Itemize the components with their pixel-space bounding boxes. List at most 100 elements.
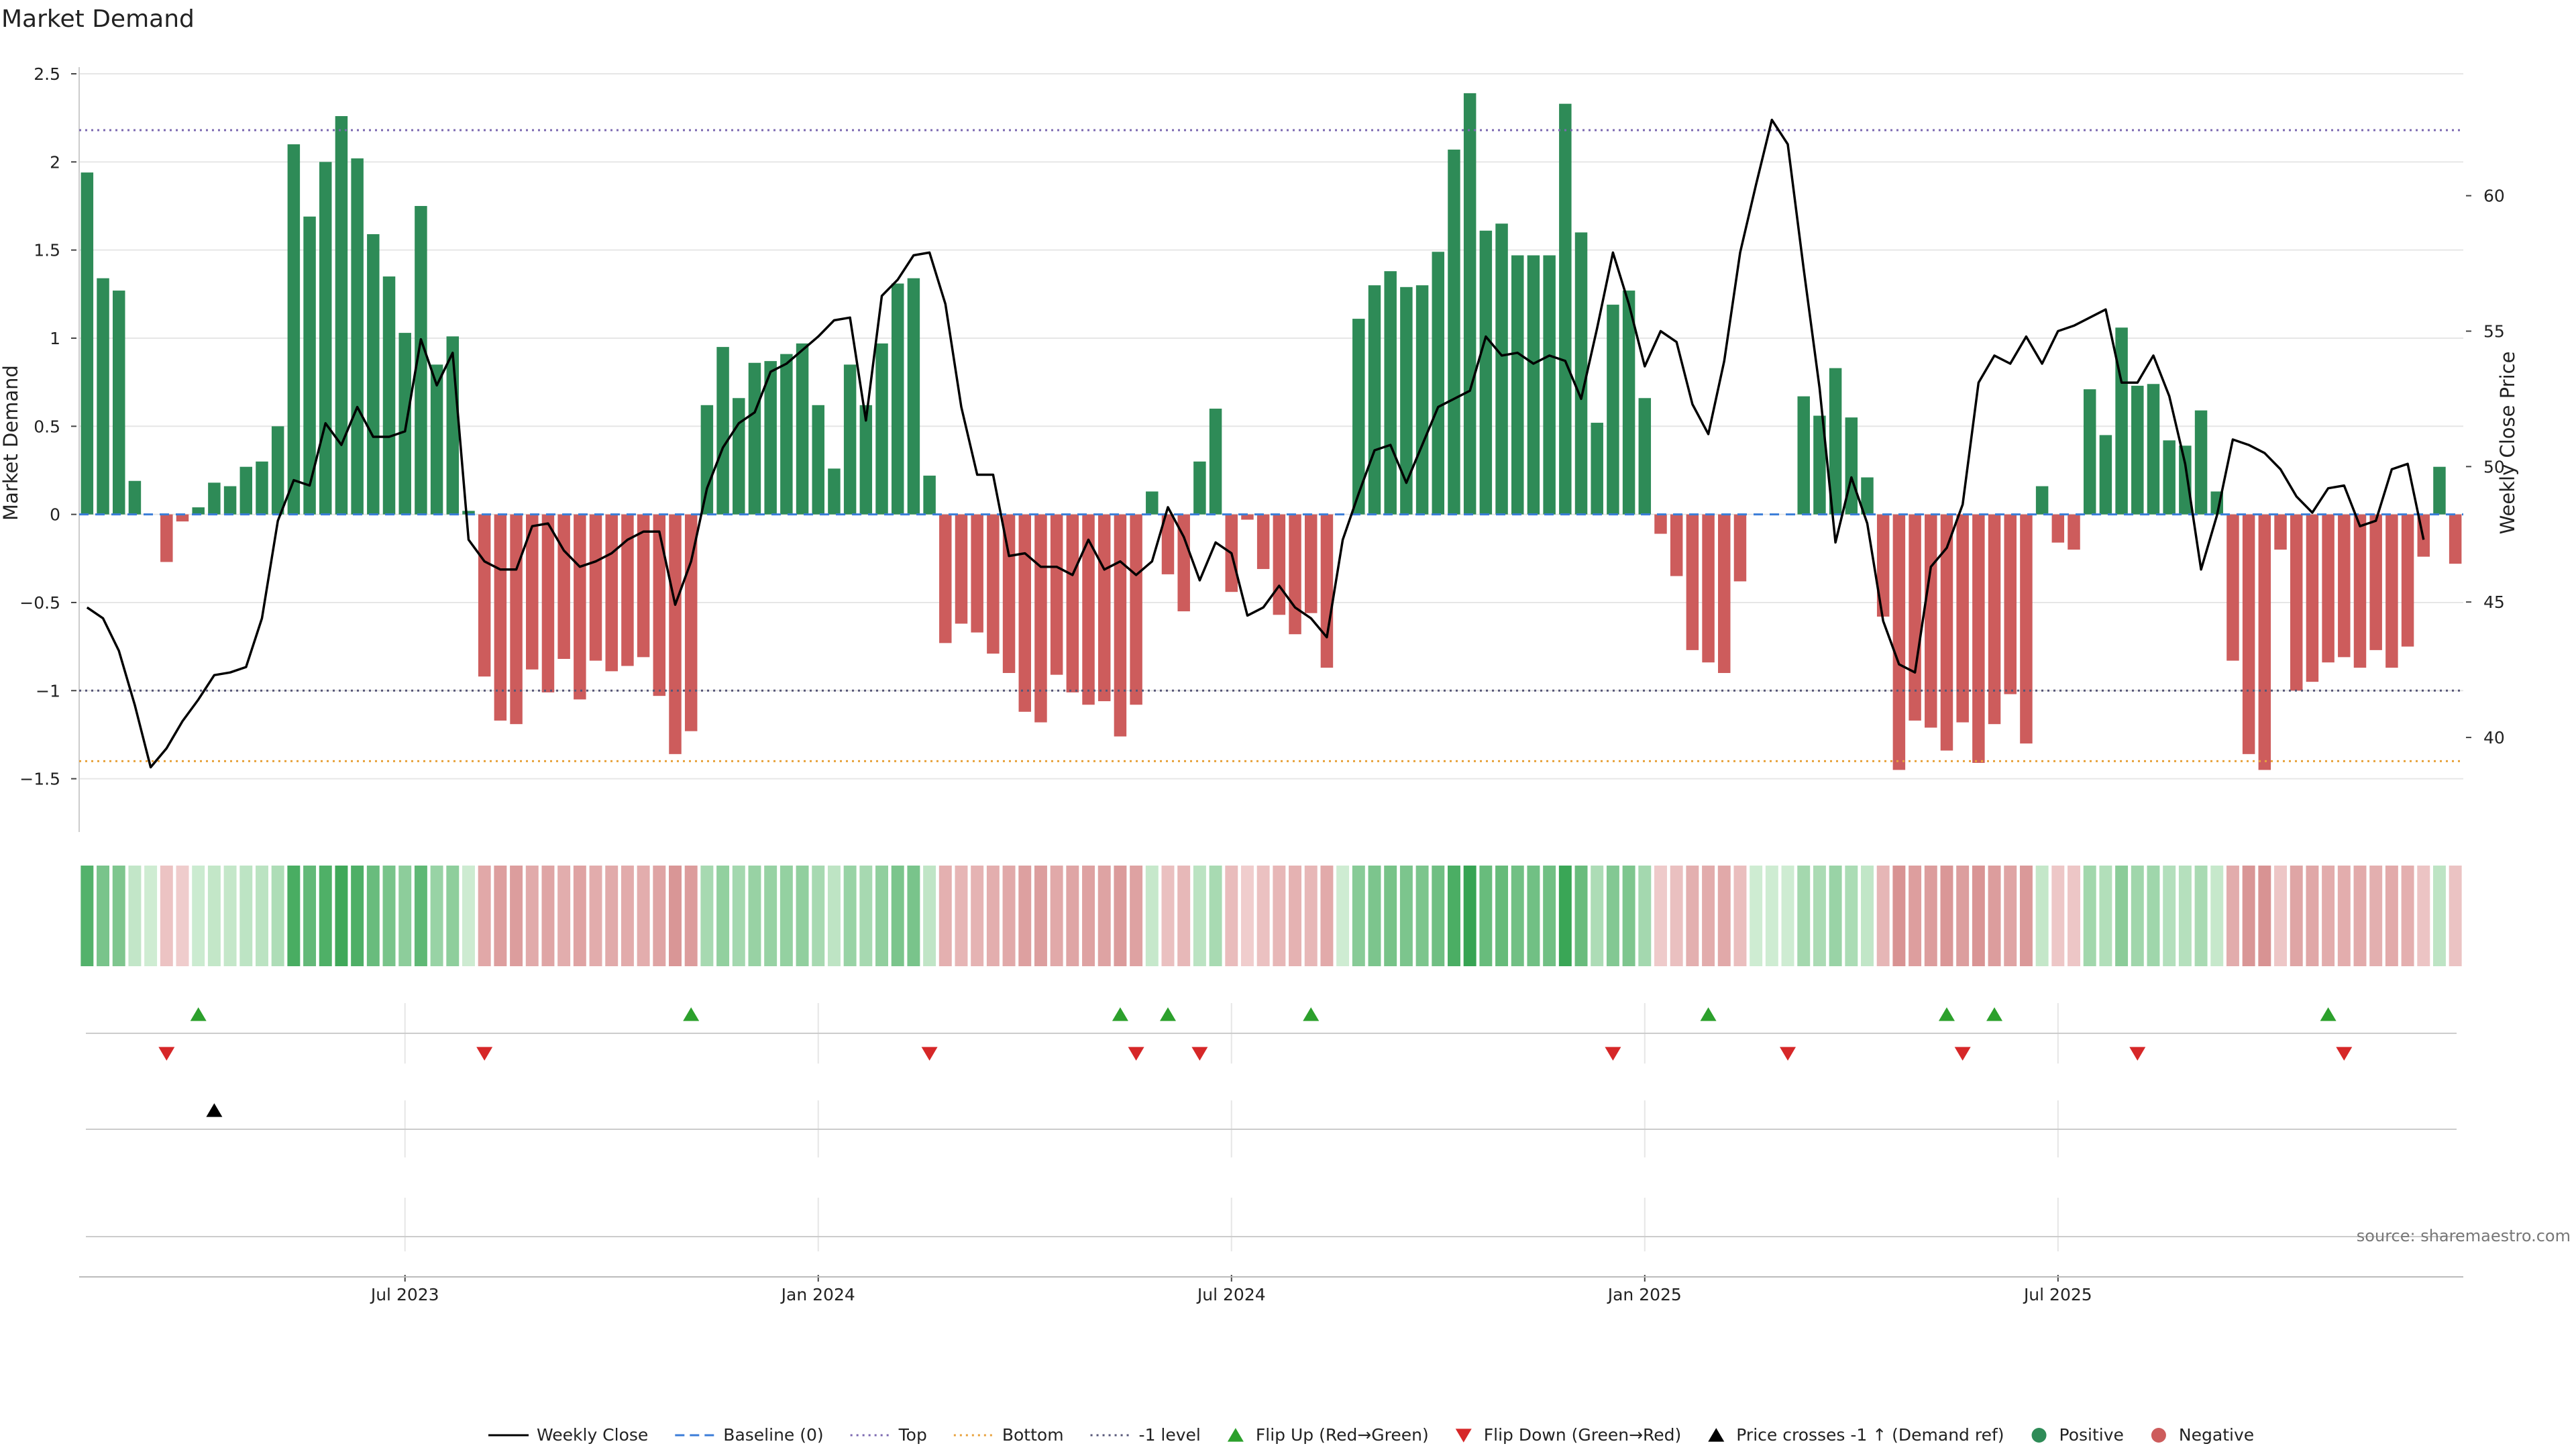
right-tick-label: 60 — [2483, 187, 2505, 206]
negative-bar — [1925, 514, 1937, 728]
heat-cell — [1256, 866, 1270, 966]
heat-cell — [1273, 866, 1286, 966]
price-cross-marker — [206, 1103, 223, 1117]
heat-cell — [653, 866, 666, 966]
positive-bar — [128, 480, 142, 515]
positive-bar — [828, 468, 841, 515]
positive-bar — [1495, 223, 1508, 515]
positive-bar — [1400, 287, 1413, 515]
negative-bar — [1876, 514, 1890, 617]
heat-cell — [2163, 866, 2176, 966]
positive-bar — [2433, 466, 2446, 515]
positive-bar — [1384, 271, 1397, 515]
negative-bar — [1177, 514, 1190, 612]
legend-item: Top — [850, 1425, 927, 1445]
negative-bar — [1670, 514, 1683, 576]
flip-up-marker — [1112, 1007, 1128, 1021]
legend-swatch-circle — [2151, 1428, 2166, 1443]
heat-cell — [1988, 866, 2001, 966]
heat-cell — [764, 866, 777, 966]
left-tick-label: 2 — [50, 152, 60, 172]
legend-item: Weekly Close — [488, 1425, 648, 1445]
heat-cell — [1511, 866, 1524, 966]
flip-down-marker — [476, 1047, 493, 1061]
positive-bar — [796, 343, 809, 515]
x-tick-label: Jan 2025 — [1607, 1285, 1682, 1304]
negative-bar — [2353, 514, 2367, 668]
heat-cell — [462, 866, 475, 966]
heat-cell — [573, 866, 586, 966]
positive-bar — [1193, 461, 1206, 515]
legend-swatch-triangle-down — [1455, 1429, 1472, 1443]
positive-bar — [112, 291, 125, 515]
legend-swatch-triangle-up — [1708, 1428, 1725, 1442]
flip-up-marker — [1986, 1007, 2003, 1021]
heat-cell — [859, 866, 873, 966]
legend-item: Baseline (0) — [675, 1425, 824, 1445]
heat-cell — [1813, 866, 1826, 966]
heat-cell — [366, 866, 380, 966]
heat-cell — [1591, 866, 1604, 966]
negative-bar — [1066, 514, 1079, 692]
positive-bar — [351, 158, 364, 515]
heat-cell — [2401, 866, 2414, 966]
legend-label: Positive — [2059, 1425, 2124, 1445]
heat-cell — [1479, 866, 1493, 966]
heat-cell — [478, 866, 491, 966]
positive-bar — [700, 405, 714, 515]
left-tick-label: 0 — [50, 505, 60, 525]
x-tick-label: Jul 2024 — [1196, 1285, 1266, 1304]
heat-cell — [1352, 866, 1365, 966]
negative-bar — [1956, 514, 1969, 723]
positive-bar — [303, 216, 316, 515]
heat-cell — [875, 866, 888, 966]
demand-bars — [80, 93, 2462, 770]
flip-up-marker — [1700, 1007, 1717, 1021]
heat-cell — [1240, 866, 1254, 966]
positive-bar — [1813, 415, 1826, 515]
heat-cell — [1082, 866, 1095, 966]
heat-cell — [1145, 866, 1159, 966]
heat-cell — [1909, 866, 1922, 966]
positive-bar — [2179, 446, 2192, 515]
heat-cell — [223, 866, 237, 966]
positive-bar — [335, 116, 348, 515]
heat-cell — [589, 866, 602, 966]
heat-cell — [176, 866, 189, 966]
heat-cell — [2432, 866, 2446, 966]
legend-label: Top — [898, 1425, 927, 1445]
right-tick-label: 45 — [2483, 592, 2505, 612]
positive-bar — [907, 278, 920, 515]
negative-bar — [1892, 514, 1906, 770]
negative-bar — [2274, 514, 2287, 550]
heat-cell — [1606, 866, 1619, 966]
heat-cell — [1432, 866, 1445, 966]
heat-cell — [97, 866, 110, 966]
negative-bar — [1909, 514, 1921, 721]
flip-down-marker — [2336, 1047, 2353, 1061]
heat-cell — [907, 866, 920, 966]
heat-cell — [891, 866, 904, 966]
heat-cell — [1781, 866, 1794, 966]
heat-cell — [351, 866, 364, 966]
negative-bar — [2322, 514, 2334, 663]
right-axis-ticks: 60 55 50 45 40 — [2466, 187, 2505, 747]
positive-bar — [1352, 319, 1365, 515]
legend-label: Bottom — [1002, 1425, 1064, 1445]
heat-cell — [1384, 866, 1397, 966]
negative-bar — [2449, 514, 2462, 564]
heat-cell — [2417, 866, 2430, 966]
heat-cell — [1717, 866, 1731, 966]
positive-bar — [2035, 486, 2049, 515]
heat-cell — [335, 866, 348, 966]
left-tick-label: 2.5 — [34, 64, 60, 84]
heat-cell — [1750, 866, 1763, 966]
positive-bar — [2099, 435, 2112, 515]
negative-bar — [1114, 514, 1127, 737]
heat-cell — [2274, 866, 2288, 966]
heat-cell — [1622, 866, 1635, 966]
heat-cell — [1956, 866, 1970, 966]
positive-bar — [2115, 327, 2128, 515]
heat-cell — [2290, 866, 2303, 966]
heat-cell — [1304, 866, 1318, 966]
